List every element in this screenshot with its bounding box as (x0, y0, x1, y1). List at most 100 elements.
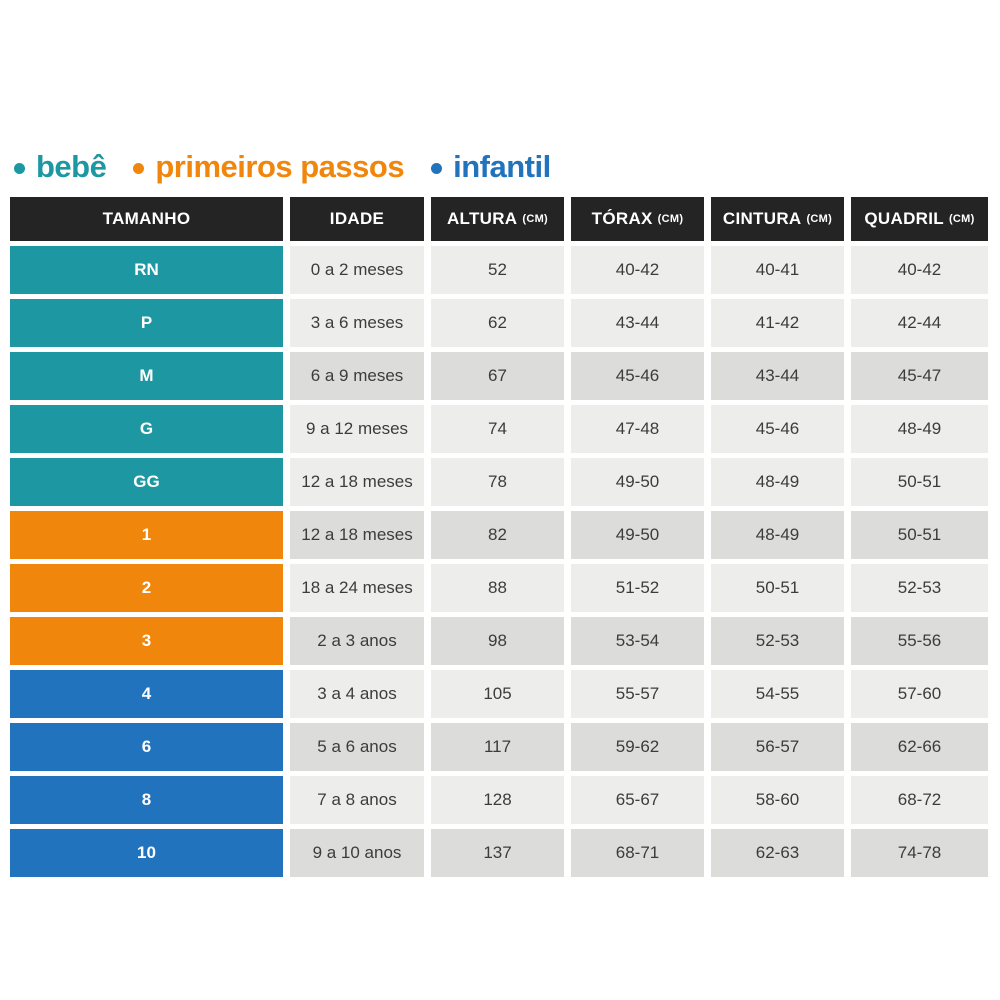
value-cell: 47-48 (571, 405, 704, 453)
value-cell: 2 a 3 anos (290, 617, 424, 665)
value-cell: 52 (431, 246, 564, 294)
value-cell: 45-46 (571, 352, 704, 400)
value-cell: 52-53 (711, 617, 844, 665)
column-header-unit: (CM) (522, 213, 549, 225)
value-cell: 48-49 (851, 405, 988, 453)
column-header-label: QUADRIL (864, 209, 944, 228)
size-chart-page: bebê primeiros passos infantil TAMANHO I… (10, 0, 990, 877)
value-cell: 98 (431, 617, 564, 665)
value-cell: 88 (431, 564, 564, 612)
value-cell: 7 a 8 anos (290, 776, 424, 824)
value-cell: 58-60 (711, 776, 844, 824)
size-cell: 2 (10, 564, 283, 612)
size-cell: 1 (10, 511, 283, 559)
column-header-quadril: QUADRIL (CM) (851, 197, 988, 241)
value-cell: 65-67 (571, 776, 704, 824)
bullet-icon (14, 163, 25, 174)
value-cell: 50-51 (851, 458, 988, 506)
legend-label-primeiros-passos: primeiros passos (155, 149, 405, 184)
bullet-icon (431, 163, 443, 174)
size-cell: M (10, 352, 283, 400)
value-cell: 40-42 (851, 246, 988, 294)
value-cell: 55-56 (851, 617, 988, 665)
value-cell: 50-51 (711, 564, 844, 612)
value-cell: 9 a 12 meses (290, 405, 424, 453)
value-cell: 3 a 6 meses (290, 299, 424, 347)
value-cell: 56-57 (711, 723, 844, 771)
size-cell: 6 (10, 723, 283, 771)
column-header-unit: (CM) (948, 213, 975, 225)
value-cell: 128 (431, 776, 564, 824)
value-cell: 57-60 (851, 670, 988, 718)
value-cell: 137 (431, 829, 564, 877)
value-cell: 48-49 (711, 511, 844, 559)
legend-item-primeiros-passos: primeiros passos (133, 149, 405, 185)
size-cell: 8 (10, 776, 283, 824)
value-cell: 45-46 (711, 405, 844, 453)
value-cell: 41-42 (711, 299, 844, 347)
value-cell: 18 a 24 meses (290, 564, 424, 612)
size-table: TAMANHO IDADE ALTURA (CM) TÓRAX (CM) CIN… (10, 197, 990, 877)
value-cell: 117 (431, 723, 564, 771)
legend: bebê primeiros passos infantil (14, 146, 990, 188)
value-cell: 50-51 (851, 511, 988, 559)
column-header-label: CINTURA (722, 209, 802, 228)
value-cell: 0 a 2 meses (290, 246, 424, 294)
legend-item-bebe: bebê (14, 149, 107, 185)
column-header-torax: TÓRAX (CM) (571, 197, 704, 241)
value-cell: 105 (431, 670, 564, 718)
value-cell: 43-44 (571, 299, 704, 347)
value-cell: 74-78 (851, 829, 988, 877)
value-cell: 51-52 (571, 564, 704, 612)
legend-label-infantil: infantil (453, 149, 551, 184)
value-cell: 68-71 (571, 829, 704, 877)
size-cell: GG (10, 458, 283, 506)
value-cell: 67 (431, 352, 564, 400)
value-cell: 62 (431, 299, 564, 347)
value-cell: 49-50 (571, 511, 704, 559)
value-cell: 5 a 6 anos (290, 723, 424, 771)
value-cell: 74 (431, 405, 564, 453)
value-cell: 53-54 (571, 617, 704, 665)
column-header-label: TAMANHO (102, 209, 191, 228)
column-header-label: TÓRAX (591, 209, 653, 228)
column-header-altura: ALTURA (CM) (431, 197, 564, 241)
size-cell: 10 (10, 829, 283, 877)
size-cell: 3 (10, 617, 283, 665)
value-cell: 42-44 (851, 299, 988, 347)
column-header-cintura: CINTURA (CM) (711, 197, 844, 241)
value-cell: 40-41 (711, 246, 844, 294)
value-cell: 52-53 (851, 564, 988, 612)
value-cell: 78 (431, 458, 564, 506)
value-cell: 9 a 10 anos (290, 829, 424, 877)
value-cell: 82 (431, 511, 564, 559)
bullet-icon (133, 163, 145, 174)
value-cell: 12 a 18 meses (290, 511, 424, 559)
value-cell: 12 a 18 meses (290, 458, 424, 506)
column-header-idade: IDADE (290, 197, 424, 241)
value-cell: 54-55 (711, 670, 844, 718)
value-cell: 48-49 (711, 458, 844, 506)
value-cell: 40-42 (571, 246, 704, 294)
value-cell: 68-72 (851, 776, 988, 824)
value-cell: 62-63 (711, 829, 844, 877)
legend-label-bebe: bebê (36, 149, 107, 184)
column-header-unit: (CM) (657, 213, 684, 225)
value-cell: 59-62 (571, 723, 704, 771)
value-cell: 55-57 (571, 670, 704, 718)
column-header-label: IDADE (329, 209, 385, 228)
value-cell: 3 a 4 anos (290, 670, 424, 718)
value-cell: 43-44 (711, 352, 844, 400)
size-cell: 4 (10, 670, 283, 718)
column-header-label: ALTURA (446, 209, 518, 228)
value-cell: 49-50 (571, 458, 704, 506)
size-cell: G (10, 405, 283, 453)
column-header-tamanho: TAMANHO (10, 197, 283, 241)
legend-item-infantil: infantil (431, 149, 551, 185)
value-cell: 6 a 9 meses (290, 352, 424, 400)
column-header-unit: (CM) (806, 213, 833, 225)
value-cell: 62-66 (851, 723, 988, 771)
size-cell: P (10, 299, 283, 347)
value-cell: 45-47 (851, 352, 988, 400)
size-cell: RN (10, 246, 283, 294)
